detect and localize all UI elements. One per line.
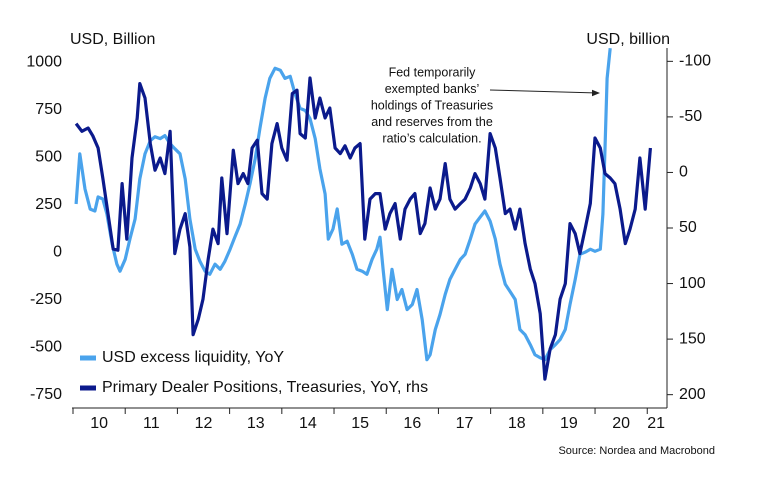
y2-axis-label: USD, billion xyxy=(586,31,670,48)
x-tick-label: 17 xyxy=(456,415,474,432)
plot-area xyxy=(74,48,652,381)
y2-tick-label: -50 xyxy=(679,108,702,125)
y-tick-label: -250 xyxy=(30,291,62,308)
annotation: holdings of Treasuries xyxy=(371,98,493,112)
x-tick-label: 18 xyxy=(508,415,526,432)
x-tick-label: 20 xyxy=(612,415,630,432)
y-tick-label: -500 xyxy=(30,338,62,355)
x-tick-label: 10 xyxy=(90,415,108,432)
y-axis-label: USD, Billion xyxy=(70,31,155,48)
y2-tick-label: 150 xyxy=(679,330,706,347)
legend-label: Primary Dealer Positions, Treasuries, Yo… xyxy=(102,379,428,396)
y2-tick-label: 0 xyxy=(679,164,688,181)
x-tick-label: 19 xyxy=(560,415,578,432)
annotation: exempted banks’ xyxy=(385,82,480,96)
y-tick-label: 1000 xyxy=(26,53,62,70)
y-tick-label: -750 xyxy=(30,386,62,403)
x-tick-label: 12 xyxy=(195,415,213,432)
annotation: Fed temporarily xyxy=(389,65,477,79)
y-tick-label: 750 xyxy=(35,101,62,118)
legend-label: USD excess liquidity, YoY xyxy=(102,349,284,366)
annotation: and reserves from the xyxy=(371,115,493,129)
y-tick-label: 0 xyxy=(53,243,62,260)
series-line xyxy=(74,76,652,381)
y2-tick-label: 50 xyxy=(679,219,697,236)
x-tick-label: 14 xyxy=(299,415,317,432)
x-tick-label: 13 xyxy=(247,415,265,432)
arrow-head xyxy=(592,89,600,97)
y2-tick-label: 200 xyxy=(679,386,706,403)
y-tick-label: 500 xyxy=(35,148,62,165)
annotation: ratio’s calculation. xyxy=(382,131,481,145)
x-tick-label: 21 xyxy=(647,415,665,432)
y2-tick-label: -100 xyxy=(679,53,711,70)
x-tick-label: 16 xyxy=(403,415,421,432)
x-tick-label: 11 xyxy=(143,415,160,432)
y2-tick-label: 100 xyxy=(679,275,706,292)
x-tick-label: 15 xyxy=(351,415,369,432)
annotation-arrow xyxy=(489,89,599,94)
series-line xyxy=(74,48,612,362)
y-tick-label: 250 xyxy=(35,196,62,213)
source: Source: Nordea and Macrobond xyxy=(558,445,715,457)
